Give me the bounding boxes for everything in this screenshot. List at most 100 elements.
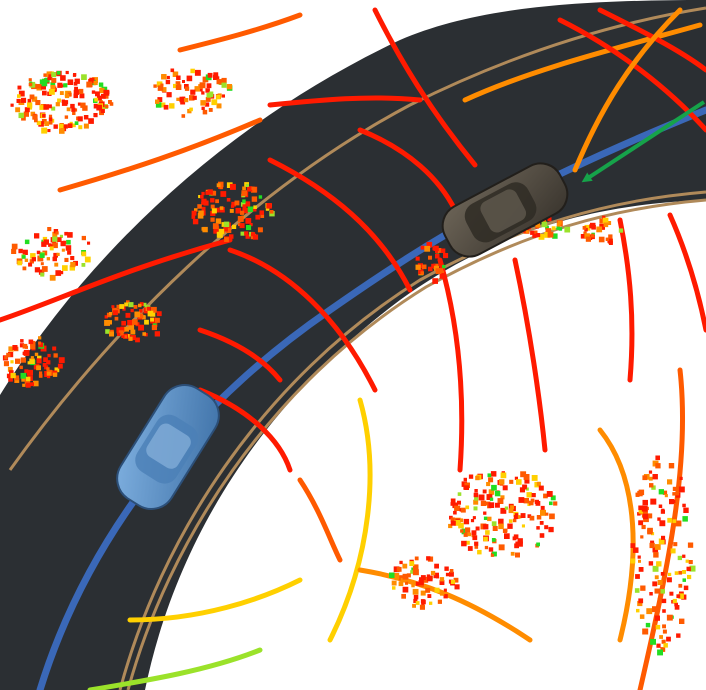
lidar-point (39, 253, 45, 258)
lidar-point (489, 497, 494, 501)
lidar-point (435, 268, 442, 274)
lidar-point (81, 74, 87, 80)
lidar-point (618, 228, 624, 233)
lidar-point (556, 222, 561, 227)
lidar-point (484, 545, 489, 550)
lidar-point (36, 358, 42, 364)
lidar-point (197, 204, 202, 209)
lidar-point (27, 369, 33, 376)
lidar-point (10, 372, 16, 379)
lidar-point (465, 505, 470, 510)
lidar-point (686, 566, 691, 572)
lidar-point (514, 476, 518, 480)
lidar-point (57, 82, 63, 88)
lidar-point (638, 598, 644, 604)
lidar-point (650, 498, 657, 505)
lidar-point (440, 248, 446, 253)
lidar-point (80, 102, 86, 108)
lidar-point (683, 507, 689, 513)
lidar-point (31, 257, 36, 262)
lidar-point (142, 315, 146, 320)
lidar-point (421, 599, 426, 605)
lidar-point (59, 234, 63, 238)
lidar-point (420, 245, 425, 250)
lidar-point (244, 201, 251, 207)
lidar-point (683, 585, 689, 591)
lidar-scan-line (197, 387, 293, 473)
lidar-point (428, 266, 433, 272)
lidar-point (59, 91, 64, 95)
lidar-scan-line (512, 257, 548, 453)
lidar-point (78, 88, 84, 94)
lidar-point (50, 85, 56, 91)
lidar-point (22, 266, 27, 271)
lidar-point (473, 499, 479, 505)
lidar-point (504, 528, 508, 532)
lidar-point (650, 540, 655, 545)
lidar-point (67, 123, 73, 128)
lidar-point (520, 513, 526, 518)
lidar-point (112, 307, 117, 313)
lidar-point (602, 215, 606, 219)
lidar-point (660, 509, 665, 514)
lidar-point (525, 487, 529, 491)
lidar-point (245, 234, 250, 239)
lidar-point (491, 521, 497, 526)
lidar-point (512, 518, 517, 523)
lidar-point (517, 538, 523, 544)
lidar-point (426, 241, 433, 248)
lidar-point (226, 198, 231, 202)
lidar-point (205, 190, 210, 195)
lidar-point (524, 478, 530, 484)
lidar-point (54, 367, 60, 373)
lidar-point (65, 70, 69, 75)
lidar-point (155, 102, 162, 108)
lidar-point (216, 95, 221, 100)
lidar-point (538, 485, 544, 491)
lidar-point (176, 97, 180, 101)
lidar-point (244, 231, 249, 236)
lidar-point (211, 99, 218, 106)
lidar-point (42, 250, 48, 256)
lidar-point (121, 320, 126, 326)
lidar-point (669, 591, 674, 596)
lidar-point (36, 250, 41, 255)
lidar-point (659, 520, 666, 527)
lidar-point (61, 248, 65, 252)
lidar-point (394, 567, 398, 571)
lidar-point (664, 494, 668, 498)
lidar-point (641, 524, 646, 530)
lidar-point (675, 520, 682, 527)
lidar-point (666, 577, 672, 583)
lidar-point (74, 78, 80, 84)
lidar-point (55, 102, 60, 107)
lidar-point (483, 516, 488, 520)
lidar-point (223, 221, 230, 228)
lidar-point (39, 371, 43, 375)
lidar-point (662, 624, 666, 629)
lidar-point (139, 302, 144, 306)
lidar-point (194, 69, 201, 76)
lidar-point (204, 102, 210, 107)
lidar-point (677, 555, 682, 561)
lidar-point (143, 302, 147, 307)
lidar-point (27, 361, 31, 365)
lidar-point (413, 594, 419, 600)
lidar-point (652, 474, 658, 480)
lidar-point (197, 213, 204, 219)
lidar-point (688, 560, 693, 565)
lidar-point (237, 216, 244, 222)
lidar-point (529, 515, 535, 521)
lidar-point (74, 121, 79, 125)
lidar-point (440, 591, 445, 596)
lidar-point (210, 204, 215, 209)
lidar-point (536, 515, 542, 520)
lidar-point (30, 111, 36, 117)
lidar-point (674, 605, 680, 610)
lidar-point (157, 97, 163, 102)
lidar-point (42, 90, 47, 96)
lidar-point (675, 491, 679, 496)
lidar-point (6, 352, 11, 358)
lidar-point (474, 541, 479, 546)
lidar-point (118, 330, 124, 336)
